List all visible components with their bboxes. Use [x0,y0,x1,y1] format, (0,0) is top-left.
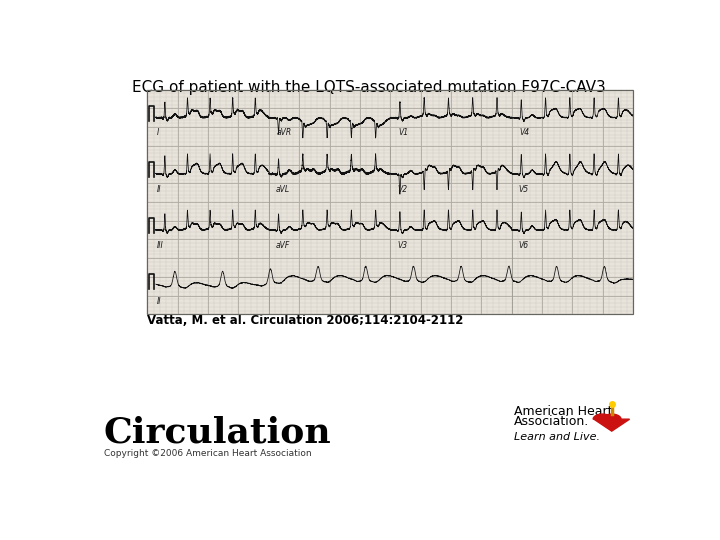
Text: aVR: aVR [276,129,292,138]
Text: aVF: aVF [276,241,290,249]
Text: II: II [157,297,162,306]
Text: V5: V5 [519,185,529,194]
Text: Circulation: Circulation [104,416,332,450]
Text: ECG of patient with the LQTS-associated mutation F97C-CAV3: ECG of patient with the LQTS-associated … [132,80,606,95]
Text: Vatta, M. et al. Circulation 2006;114:2104-2112: Vatta, M. et al. Circulation 2006;114:21… [148,314,464,327]
Bar [148,90,633,314]
Polygon shape [594,419,629,431]
Text: V3: V3 [397,241,408,249]
Text: Copyright ©2006 American Heart Association: Copyright ©2006 American Heart Associati… [104,449,312,458]
Text: II: II [157,185,162,194]
Text: V6: V6 [519,241,529,249]
Text: I: I [157,129,159,138]
Polygon shape [603,414,621,419]
Text: aVL: aVL [276,185,290,194]
Text: V2: V2 [397,185,408,194]
Text: V1: V1 [398,129,408,138]
Text: Learn and Live.: Learn and Live. [514,432,600,442]
Text: V4: V4 [519,129,529,138]
Text: III: III [157,241,164,249]
Bar [148,90,633,314]
Text: Association.: Association. [514,415,590,428]
Text: American Heart: American Heart [514,406,613,419]
Polygon shape [593,414,612,419]
